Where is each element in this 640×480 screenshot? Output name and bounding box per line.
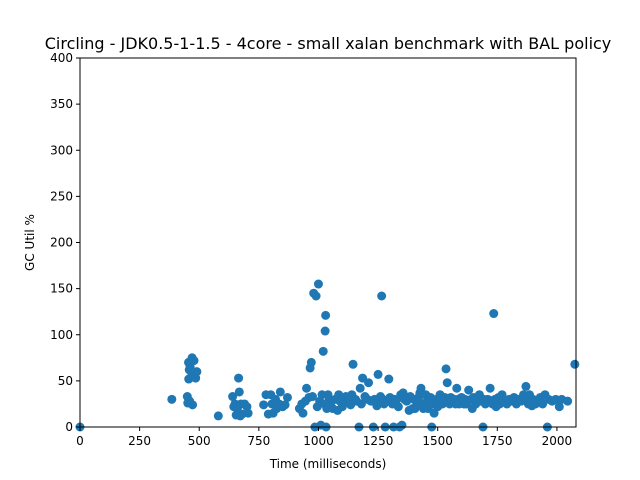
x-tick-label: 1500 xyxy=(422,434,453,448)
data-point xyxy=(320,326,330,336)
data-point xyxy=(377,291,387,301)
data-point xyxy=(348,359,358,369)
data-point xyxy=(188,400,198,410)
data-point xyxy=(355,383,365,393)
data-point xyxy=(234,387,244,397)
data-point xyxy=(275,387,285,397)
data-point xyxy=(259,400,269,410)
data-point xyxy=(311,291,321,301)
data-point xyxy=(189,356,199,366)
y-tick-label: 100 xyxy=(50,328,73,342)
data-point xyxy=(337,402,347,412)
data-point xyxy=(306,357,316,367)
data-point xyxy=(318,346,328,356)
x-tick-label: 1750 xyxy=(482,434,513,448)
y-tick-label: 350 xyxy=(50,97,73,111)
data-point xyxy=(298,408,308,418)
data-point xyxy=(397,420,407,430)
data-points xyxy=(75,279,580,432)
x-axis-ticks: 0 250 500 750 1000 1250 1500 1750 2000 xyxy=(76,427,572,448)
data-point xyxy=(384,374,394,384)
y-tick-label: 250 xyxy=(50,189,73,203)
data-point xyxy=(442,378,452,388)
data-point xyxy=(489,309,499,319)
data-point xyxy=(234,373,244,383)
chart-title: Circling - JDK0.5-1-1.5 - 4core - small … xyxy=(45,34,612,53)
data-point xyxy=(228,392,238,402)
data-point xyxy=(570,359,580,369)
x-tick-label: 2000 xyxy=(542,434,573,448)
y-tick-label: 400 xyxy=(50,51,73,65)
data-point xyxy=(192,367,202,377)
y-tick-label: 200 xyxy=(50,236,73,250)
data-point xyxy=(167,394,177,404)
data-point xyxy=(393,402,403,412)
plot-frame xyxy=(79,57,577,428)
data-point xyxy=(416,383,426,393)
y-axis-ticks: 0 50 100 150 200 250 300 350 400 xyxy=(50,51,80,434)
x-tick-label: 750 xyxy=(247,434,270,448)
data-point xyxy=(464,385,474,395)
plot-area xyxy=(80,58,576,427)
x-axis-label: Time (milliseconds) xyxy=(269,457,387,471)
data-point xyxy=(485,383,495,393)
y-tick-label: 50 xyxy=(58,374,73,388)
x-tick-label: 500 xyxy=(188,434,211,448)
data-point xyxy=(452,383,462,393)
data-point xyxy=(302,383,312,393)
data-point xyxy=(563,396,573,406)
y-axis-label: GC Util % xyxy=(23,214,37,271)
x-tick-label: 0 xyxy=(76,434,84,448)
data-point xyxy=(313,279,323,289)
data-point xyxy=(373,369,383,379)
x-tick-label: 1250 xyxy=(363,434,394,448)
x-tick-label: 1000 xyxy=(303,434,334,448)
x-tick-label: 250 xyxy=(128,434,151,448)
data-point xyxy=(280,400,290,410)
data-point xyxy=(521,381,531,391)
data-point xyxy=(441,364,451,374)
data-point xyxy=(213,411,223,421)
y-tick-label: 300 xyxy=(50,143,73,157)
data-point xyxy=(243,408,253,418)
data-point xyxy=(308,392,317,402)
data-point xyxy=(364,378,374,388)
data-point xyxy=(554,402,564,412)
y-tick-label: 150 xyxy=(50,282,73,296)
data-point xyxy=(282,392,292,402)
y-tick-label: 0 xyxy=(65,420,73,434)
data-point xyxy=(321,310,331,320)
